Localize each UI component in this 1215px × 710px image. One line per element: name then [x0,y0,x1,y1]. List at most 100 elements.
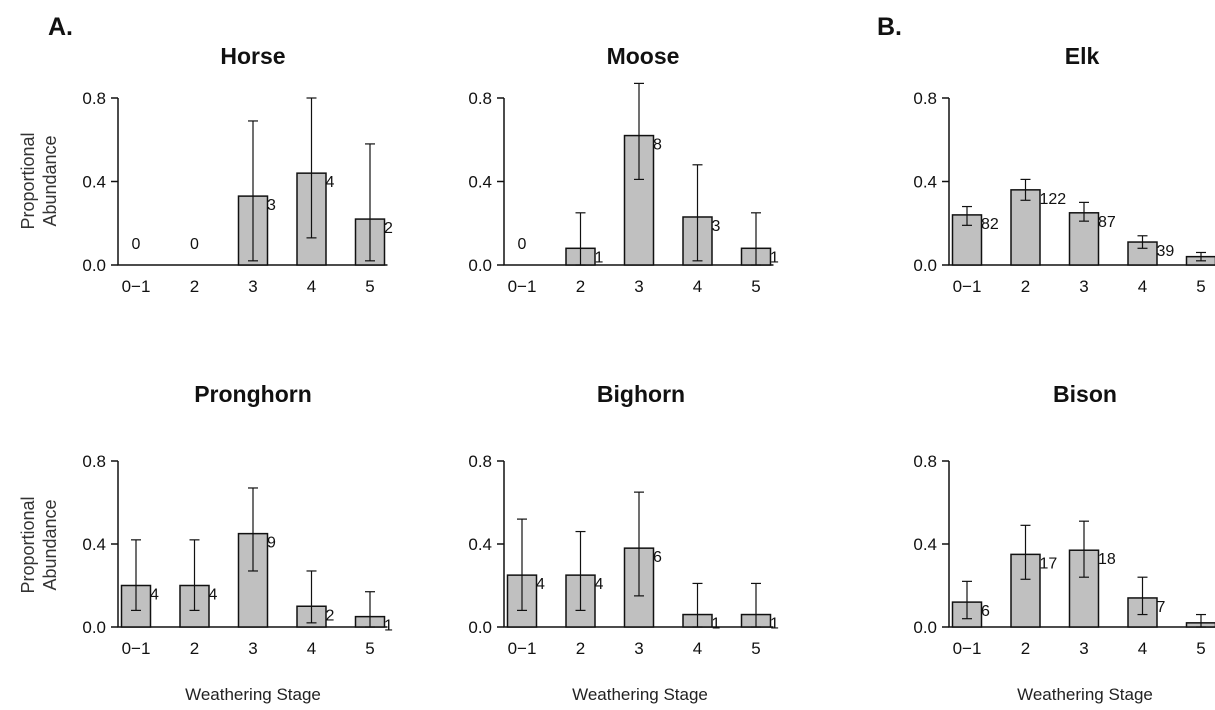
x-tick-label: 5 [1196,639,1205,658]
count-label: 18 [1098,551,1116,568]
x-tick-label: 0−1 [953,639,982,658]
count-label: 1 [712,616,721,633]
y-tick-label: 0.0 [913,256,937,275]
x-tick-label: 5 [365,639,374,658]
y-tick-label: 0.4 [82,173,106,192]
count-label: 87 [1098,214,1116,231]
y-axis-label-bottom-line2: Abundance [40,499,60,590]
y-tick-label: 0.0 [82,618,106,637]
y-tick-label: 0.8 [82,452,106,471]
y-tick-label: 0.4 [468,535,492,554]
x-tick-label: 0−1 [122,639,151,658]
count-label: 1 [770,616,779,633]
x-tick-label: 5 [365,277,374,296]
x-tick-label: 4 [1138,639,1147,658]
x-tick-label: 4 [1138,277,1147,296]
x-tick-label: 3 [1079,639,1088,658]
x-tick-label: 2 [1021,277,1030,296]
count-label: 39 [1157,243,1175,260]
x-tick-label: 3 [248,639,257,658]
count-label: 8 [653,137,662,154]
count-label: 17 [1040,555,1058,572]
y-axis-label-top-line1: Proportional [18,132,38,229]
count-label: 4 [150,587,159,604]
y-axis-label-bottom-line1: Proportional [18,496,38,593]
x-tick-label: 4 [693,277,702,296]
x-tick-label: 2 [190,639,199,658]
count-label: 1 [770,249,779,266]
x-tick-label: 3 [248,277,257,296]
x-tick-label: 5 [751,277,760,296]
x-tick-label: 5 [1196,277,1205,296]
y-tick-label: 0.4 [913,173,937,192]
x-tick-label: 4 [307,277,316,296]
panel-a-label: A. [48,13,73,41]
y-tick-label: 0.8 [82,89,106,108]
count-label: 82 [981,216,999,233]
chart-title: Bighorn [597,381,685,407]
x-tick-label: 2 [576,639,585,658]
y-tick-label: 0.8 [913,452,937,471]
chart-title: Elk [1065,43,1100,69]
x-tick-label: 5 [751,639,760,658]
y-tick-label: 0.4 [913,535,937,554]
x-tick-label: 2 [576,277,585,296]
y-tick-label: 0.8 [468,452,492,471]
chart-title: Horse [220,43,285,69]
count-label: 1 [384,618,393,635]
y-tick-label: 0.4 [82,535,106,554]
chart-title: Bison [1053,381,1117,407]
y-tick-label: 0.0 [82,256,106,275]
count-label: 4 [326,174,335,191]
count-label: 122 [1040,191,1067,208]
bar [1010,189,1041,266]
x-tick-label: 3 [634,277,643,296]
count-label: 7 [1157,599,1166,616]
bar [506,574,538,628]
x-axis-label-bighorn: Weathering Stage [572,685,708,704]
y-tick-label: 0.0 [468,256,492,275]
x-tick-label: 3 [1079,277,1088,296]
count-label: 4 [209,587,218,604]
x-tick-label: 0−1 [122,277,151,296]
count-label: 1 [595,249,604,266]
x-tick-label: 4 [307,639,316,658]
y-axis-label-top-line2: Abundance [40,135,60,226]
count-label: 6 [981,603,990,620]
y-tick-label: 0.4 [468,173,492,192]
chart-title: Pronghorn [194,381,312,407]
x-axis-label-pronghorn: Weathering Stage [185,685,321,704]
y-tick-label: 0.0 [468,618,492,637]
count-label: 0 [518,236,527,253]
chart-horse: Horse 0.0 0.4 0.8 0 0−1 0 2 3 3 4 4 2 5 [82,43,393,296]
x-tick-label: 0−1 [953,277,982,296]
count-label: 3 [267,197,276,214]
count-label: 2 [384,220,393,237]
x-axis-label-bison: Weathering Stage [1017,685,1153,704]
y-tick-label: 0.8 [913,89,937,108]
x-tick-label: 4 [693,639,702,658]
count-label: 9 [267,535,276,552]
x-tick-label: 0−1 [508,639,537,658]
panel-b-label: B. [877,13,902,41]
chart-title: Moose [607,43,680,69]
x-tick-label: 0−1 [508,277,537,296]
count-label: 0 [190,236,199,253]
count-label: 3 [712,218,721,235]
count-label: 0 [132,236,141,253]
x-tick-label: 2 [190,277,199,296]
panels: Horse0.00.40.800−102334425Moose0.00.40.8… [82,43,1215,658]
count-label: 4 [536,576,545,593]
x-tick-label: 2 [1021,639,1030,658]
count-label: 6 [653,549,662,566]
y-tick-label: 0.8 [468,89,492,108]
count-label: 2 [326,607,335,624]
x-tick-label: 3 [634,639,643,658]
y-tick-label: 0.0 [913,618,937,637]
